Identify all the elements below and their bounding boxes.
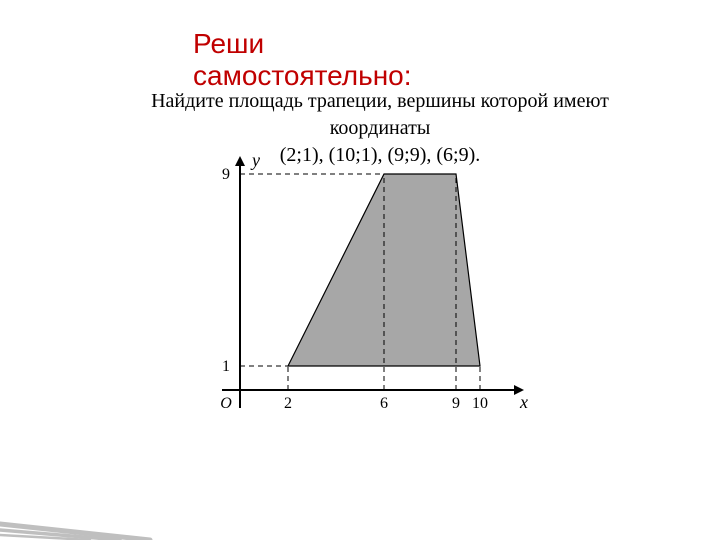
coordinate-plot: Oy x 2 6 9 10 1 9 [200,150,530,430]
y-axis-label: y [250,150,260,170]
y-tick-label: 1 [222,358,230,375]
accent-line [0,524,150,540]
heading-line1: Реши [193,28,412,60]
x-tick-label: 6 [380,395,388,412]
accent-line [0,530,120,540]
y-tick-label: 9 [222,166,230,183]
origin-label: O [220,395,232,412]
x-tick-label: 10 [472,395,488,412]
accent-line [0,535,90,540]
x-axis-label: x [519,392,528,412]
x-tick-label: 2 [284,395,292,412]
y-axis-arrow [235,156,245,166]
corner-accent [0,500,160,540]
x-tick-label: 9 [452,395,460,412]
problem-line1: Найдите площадь трапеции, вершины которо… [100,88,660,142]
heading: Реши самостоятельно: [193,28,412,92]
